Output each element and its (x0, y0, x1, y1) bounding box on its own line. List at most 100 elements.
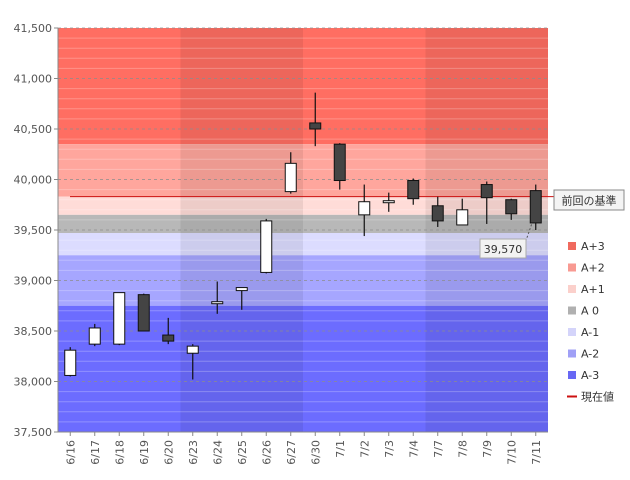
y-tick-label: 39,000 (14, 275, 53, 288)
candle-7/11 (529, 184, 542, 230)
y-axis: 37,500 38,000 38,500 39,000 39,500 40,000 40,5… (14, 22, 59, 439)
x-tick-label: 6/23 (187, 440, 200, 465)
candle-7/8 (456, 198, 469, 226)
candle-7/9 (480, 181, 493, 224)
legend-label: A-3 (581, 369, 599, 382)
legend-item-1: A+2 (568, 262, 605, 275)
x-tick-label: 7/2 (358, 440, 371, 458)
candle-6/19 (137, 293, 150, 332)
x-axis: 6/16 6/17 6/18 6/19 6/20 6/23 6/24 6/25 6/26 6/27… (58, 431, 548, 465)
candle-6/18 (113, 292, 126, 346)
legend-item-4: A-1 (568, 326, 599, 339)
candle-6/24 (211, 281, 224, 314)
legend-item-7: 現在値 (567, 391, 614, 404)
candle-body (284, 162, 297, 193)
candle-body (64, 349, 77, 376)
legend-swatch (568, 263, 576, 272)
x-tick-label: 6/17 (89, 440, 102, 465)
candle-7/4 (407, 178, 420, 205)
candle-body (358, 201, 371, 216)
candle-7/10 (505, 198, 518, 220)
x-tick-label: 7/9 (481, 440, 494, 458)
candle-body (88, 327, 101, 345)
candle-6/27 (284, 152, 297, 194)
candle-body (113, 292, 126, 345)
candle-body (529, 190, 542, 224)
reference-label-box (553, 189, 625, 211)
x-tick-label: 7/10 (505, 440, 518, 465)
x-tick-label: 6/24 (211, 440, 224, 465)
candle-body (186, 345, 199, 354)
candle-body (407, 180, 420, 200)
candle-6/17 (88, 323, 101, 347)
candle-6/26 (260, 218, 273, 274)
x-tick-label: 6/30 (309, 440, 322, 465)
candle-6/20 (162, 317, 175, 345)
x-tick-label: 6/26 (260, 440, 273, 465)
candle-body (333, 143, 346, 182)
current-value-label: 39,570 (484, 243, 523, 256)
x-tick-label: 6/16 (64, 440, 77, 465)
x-tick-label: 6/25 (236, 440, 249, 465)
candle-7/7 (431, 196, 444, 227)
x-tick-label: 7/3 (383, 440, 396, 458)
legend-swatch (568, 371, 576, 379)
y-tick-label: 41,000 (14, 73, 53, 86)
legend-label: A-2 (581, 348, 599, 361)
y-tick-label: 39,500 (14, 224, 53, 237)
legend-item-0: A+3 (568, 240, 605, 253)
y-tick-label: 37,500 (14, 426, 53, 439)
candle-7/1 (333, 143, 346, 190)
legend: A+3 A+2 A+1 A 0 A-1 A-2 A-3 現在値 (567, 240, 614, 404)
candle-body (235, 287, 248, 292)
candle-body (431, 205, 444, 222)
legend-swatch (568, 328, 576, 336)
x-tick-label: 6/18 (113, 440, 126, 465)
candle-body (137, 294, 150, 332)
y-tick-label: 38,500 (14, 325, 53, 338)
y-tick-label: 41,500 (14, 22, 53, 35)
candle-body (505, 199, 518, 215)
x-tick-label: 7/7 (432, 440, 445, 458)
grid-lines (58, 27, 548, 433)
candle-body (382, 200, 395, 204)
x-tick-label: 6/19 (138, 440, 151, 465)
x-tick-label: 7/8 (456, 440, 469, 458)
annotations: 前回の基準 39,570 (479, 189, 625, 259)
legend-swatch (568, 349, 576, 358)
zone-band-0 (58, 28, 548, 145)
candle-body (456, 209, 469, 226)
candle-body (480, 184, 493, 199)
candle-body (211, 301, 224, 305)
candle-7/2 (358, 184, 371, 237)
legend-label: A+1 (581, 283, 605, 296)
zone-band-2 (58, 196, 548, 215)
legend-label: A-1 (581, 326, 599, 339)
x-tick-label: 6/20 (162, 440, 175, 465)
legend-swatch (568, 285, 576, 293)
legend-label: A 0 (581, 305, 599, 318)
legend-swatch (568, 242, 576, 250)
legend-item-5: A-2 (568, 348, 599, 361)
zone-band-3 (58, 214, 548, 234)
legend-label: 現在値 (581, 391, 614, 404)
legend-item-6: A-3 (568, 369, 599, 382)
candle-7/3 (382, 192, 395, 212)
reference-label: 前回の基準 (562, 194, 617, 208)
zone-band-1 (58, 144, 548, 197)
zone-band-4 (58, 233, 548, 256)
candle-6/25 (235, 287, 248, 310)
y-tick-label: 38,000 (14, 376, 53, 389)
x-tick-label: 7/1 (334, 440, 347, 458)
candle-body (260, 220, 273, 273)
y-tick-label: 40,000 (14, 174, 53, 187)
candle-body (162, 334, 175, 342)
legend-label: A+3 (581, 240, 605, 253)
y-tick-label: 40,500 (14, 123, 53, 136)
candle-6/16 (64, 347, 77, 377)
current-value-box (479, 238, 527, 259)
x-tick-label: 6/27 (285, 440, 298, 465)
legend-swatch (568, 306, 576, 315)
candle-6/30 (309, 92, 322, 147)
